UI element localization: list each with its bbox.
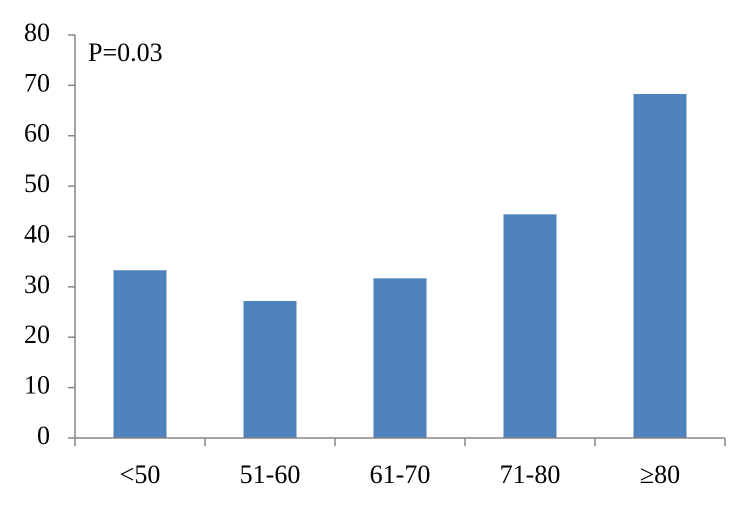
x-tick-label: <50 bbox=[120, 460, 161, 489]
x-tick-label: 61-70 bbox=[370, 460, 431, 489]
y-tick-label: 70 bbox=[24, 68, 50, 97]
y-tick-label: 60 bbox=[24, 119, 50, 148]
y-tick-label: 20 bbox=[24, 320, 50, 349]
y-tick-label: 0 bbox=[37, 421, 50, 450]
x-tick-label: 71-80 bbox=[500, 460, 561, 489]
x-tick-label: 51-60 bbox=[240, 460, 301, 489]
bar bbox=[243, 300, 297, 438]
y-tick-label: 10 bbox=[24, 371, 50, 400]
bar bbox=[113, 270, 167, 438]
y-tick-label: 50 bbox=[24, 169, 50, 198]
bar bbox=[373, 278, 427, 438]
x-tick-label: ≥80 bbox=[640, 460, 680, 489]
y-tick-label: 80 bbox=[24, 18, 50, 47]
bar bbox=[503, 214, 557, 438]
y-tick-label: 40 bbox=[24, 219, 50, 248]
bar bbox=[633, 93, 687, 438]
annotation: P=0.03 bbox=[88, 38, 163, 67]
y-tick-label: 30 bbox=[24, 270, 50, 299]
